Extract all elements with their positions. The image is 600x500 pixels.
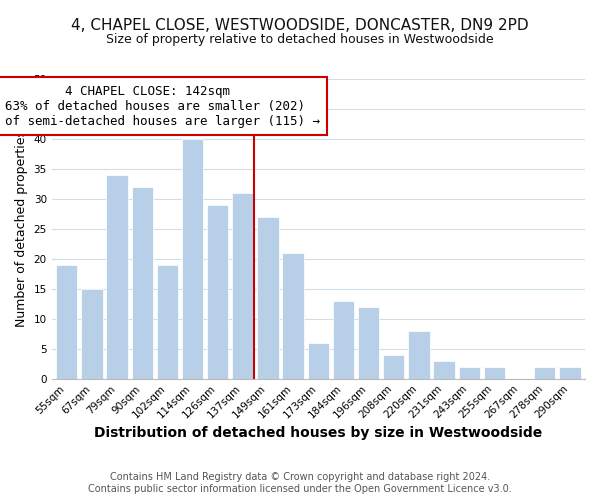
Bar — [383, 354, 404, 378]
Bar — [131, 187, 153, 378]
Bar — [534, 366, 556, 378]
Bar — [458, 366, 480, 378]
Bar — [81, 289, 103, 378]
Bar — [106, 175, 128, 378]
Text: 4, CHAPEL CLOSE, WESTWOODSIDE, DONCASTER, DN9 2PD: 4, CHAPEL CLOSE, WESTWOODSIDE, DONCASTER… — [71, 18, 529, 32]
Bar — [56, 265, 77, 378]
Text: Contains HM Land Registry data © Crown copyright and database right 2024.: Contains HM Land Registry data © Crown c… — [110, 472, 490, 482]
Text: Contains public sector information licensed under the Open Government Licence v3: Contains public sector information licen… — [88, 484, 512, 494]
Bar — [207, 205, 229, 378]
Bar — [358, 307, 379, 378]
Bar — [433, 360, 455, 378]
Y-axis label: Number of detached properties: Number of detached properties — [15, 130, 28, 328]
Bar — [257, 217, 279, 378]
Text: 4 CHAPEL CLOSE: 142sqm
← 63% of detached houses are smaller (202)
36% of semi-de: 4 CHAPEL CLOSE: 142sqm ← 63% of detached… — [0, 85, 320, 128]
Bar — [308, 343, 329, 378]
X-axis label: Distribution of detached houses by size in Westwoodside: Distribution of detached houses by size … — [94, 426, 542, 440]
Bar — [182, 139, 203, 378]
Bar — [333, 301, 354, 378]
Text: Size of property relative to detached houses in Westwoodside: Size of property relative to detached ho… — [106, 32, 494, 46]
Bar — [484, 366, 505, 378]
Title: 4, CHAPEL CLOSE, WESTWOODSIDE, DONCASTER, DN9 2PD
Size of property relative to d: 4, CHAPEL CLOSE, WESTWOODSIDE, DONCASTER… — [0, 499, 1, 500]
Bar — [157, 265, 178, 378]
Bar — [559, 366, 581, 378]
Bar — [232, 193, 254, 378]
Bar — [283, 253, 304, 378]
Bar — [408, 331, 430, 378]
